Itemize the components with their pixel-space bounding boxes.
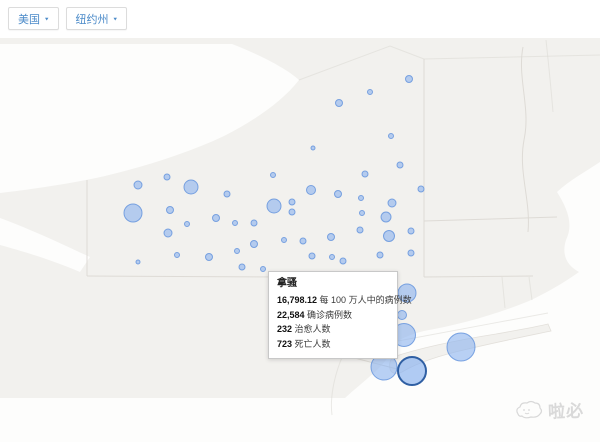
border-line	[423, 216, 558, 222]
tooltip-title: 拿骚	[277, 278, 297, 289]
county-bubble[interactable]	[234, 248, 240, 254]
county-bubble[interactable]	[358, 195, 364, 201]
county-bubble[interactable]	[184, 221, 190, 227]
county-bubble[interactable]	[250, 219, 258, 227]
county-bubble[interactable]	[306, 185, 316, 195]
tooltip-row: 22,584 确诊病例数	[277, 309, 353, 320]
county-bubble[interactable]	[270, 172, 276, 178]
bubble-layer	[123, 75, 476, 386]
county-bubble[interactable]	[383, 230, 395, 242]
county-bubble[interactable]	[310, 145, 316, 151]
county-bubble[interactable]	[166, 206, 174, 214]
county-bubble[interactable]	[388, 133, 394, 139]
county-bubble[interactable]	[135, 259, 141, 265]
state-dropdown[interactable]: 纽约州 ▾	[65, 7, 128, 30]
county-bubble[interactable]	[397, 283, 417, 303]
county-bubble[interactable]	[205, 253, 213, 261]
county-bubble[interactable]	[174, 252, 180, 258]
country-dropdown-label: 美国	[18, 13, 40, 26]
watermark-text: 啦必	[547, 401, 585, 422]
county-bubble[interactable]	[405, 75, 413, 83]
border-line	[423, 275, 534, 278]
tooltip-row: 232 治愈人数	[277, 324, 331, 334]
county-bubble[interactable]	[335, 99, 343, 107]
county-bubble[interactable]	[183, 179, 199, 195]
county-bubble[interactable]	[250, 240, 258, 248]
county-bubble[interactable]	[380, 211, 392, 223]
county-bubble[interactable]	[223, 190, 231, 198]
border-line	[423, 54, 600, 60]
county-bubble[interactable]	[359, 210, 365, 216]
county-bubble[interactable]	[417, 185, 425, 193]
county-bubble[interactable]	[376, 251, 384, 259]
chevron-down-icon: ▾	[45, 16, 49, 23]
border-line	[298, 45, 425, 81]
county-bubble[interactable]	[232, 220, 238, 226]
watermark: 啦必	[514, 397, 584, 422]
filter-toolbar: 美国 ▾ 纽约州 ▾	[8, 7, 128, 30]
border-line	[520, 46, 529, 233]
county-bubble[interactable]	[407, 249, 415, 257]
county-bubble[interactable]	[133, 180, 143, 190]
county-bubble[interactable]	[163, 173, 171, 181]
border-line	[330, 354, 344, 416]
lake-ontario	[0, 44, 299, 193]
county-bubble[interactable]	[356, 226, 364, 234]
map-tooltip: 拿骚 16,798.12 每 100 万人中的病例数 22,584 确诊病例数 23…	[268, 271, 412, 359]
border-line	[528, 276, 533, 301]
county-bubble[interactable]	[260, 266, 266, 272]
county-bubble[interactable]	[288, 198, 296, 206]
lake-erie	[0, 218, 90, 272]
county-bubble[interactable]	[329, 254, 335, 260]
county-bubble[interactable]	[339, 257, 347, 265]
county-bubble[interactable]	[334, 190, 342, 198]
map-bottom-margin	[0, 398, 600, 442]
tooltip-rows: 16,798.12 每 100 万人中的病例数 22,584 确诊病例数 232 治…	[277, 293, 412, 351]
county-bubble[interactable]	[361, 170, 369, 178]
county-bubble[interactable]	[288, 208, 296, 216]
border-line	[86, 275, 286, 278]
state-dropdown-label: 纽约州	[75, 13, 109, 26]
county-bubble[interactable]	[407, 227, 415, 235]
county-bubble[interactable]	[238, 263, 246, 271]
chevron-down-icon: ▾	[113, 16, 118, 23]
country-dropdown[interactable]: 美国 ▾	[8, 7, 59, 30]
county-bubble[interactable]	[123, 203, 143, 223]
border-line	[545, 39, 554, 113]
county-bubble[interactable]	[308, 252, 316, 260]
county-bubble[interactable]	[367, 89, 373, 95]
county-bubble[interactable]	[397, 310, 407, 320]
border-line	[501, 276, 506, 309]
county-bubble[interactable]	[266, 198, 282, 214]
county-bubble-highlighted[interactable]	[397, 356, 427, 386]
watermark-doodle-icon	[516, 400, 543, 418]
county-bubble[interactable]	[446, 332, 476, 362]
county-bubble[interactable]	[163, 228, 173, 238]
county-bubble[interactable]	[387, 198, 397, 208]
county-bubble[interactable]	[212, 214, 220, 222]
tooltip-row: 16,798.12 每 100 万人中的病例数	[277, 295, 412, 305]
county-bubble[interactable]	[299, 237, 307, 245]
county-bubble[interactable]	[396, 161, 404, 169]
county-bubble[interactable]	[281, 237, 287, 243]
tooltip-row: 723 死亡人数	[277, 338, 331, 349]
county-bubble[interactable]	[327, 233, 335, 241]
